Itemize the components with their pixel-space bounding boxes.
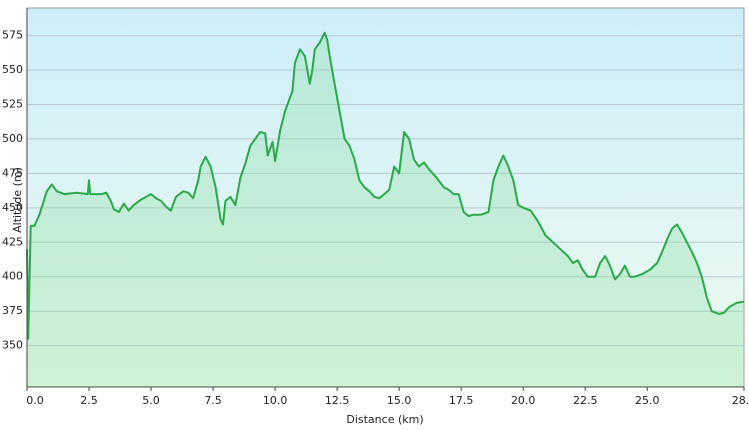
y-tick-label: 425 <box>2 235 23 248</box>
x-tick-label: 5.0 <box>142 394 160 407</box>
y-tick-label: 550 <box>2 63 23 76</box>
x-tick-label: 25.0 <box>635 394 660 407</box>
area-fill <box>27 32 744 388</box>
x-tick-label: 12.5 <box>325 394 350 407</box>
x-tick-label: 15.0 <box>387 394 412 407</box>
x-tick-label: 20.0 <box>511 394 536 407</box>
y-tick-label: 475 <box>2 166 23 179</box>
x-tick-label: 28.9 <box>732 394 749 407</box>
y-tick-label: 450 <box>2 201 23 214</box>
elevation-line <box>26 31 745 340</box>
x-axis-title: Distance (km) <box>346 413 423 426</box>
y-tick-label: 575 <box>2 29 23 42</box>
y-tick-label: 350 <box>2 339 23 352</box>
x-tick-label: 7.5 <box>204 394 222 407</box>
x-tick-label: 17.5 <box>449 394 474 407</box>
y-tick-label: 525 <box>2 97 23 110</box>
y-tick-label: 400 <box>2 270 23 283</box>
x-tick-label: 2.5 <box>80 394 98 407</box>
x-tick-label: 0.0 <box>26 394 44 407</box>
y-tick-label: 500 <box>2 132 23 145</box>
x-tick-label: 10.0 <box>263 394 288 407</box>
y-axis-title: Altitude (m) <box>11 167 24 233</box>
x-tick-label: 22.5 <box>573 394 598 407</box>
y-tick-label: 375 <box>2 304 23 317</box>
